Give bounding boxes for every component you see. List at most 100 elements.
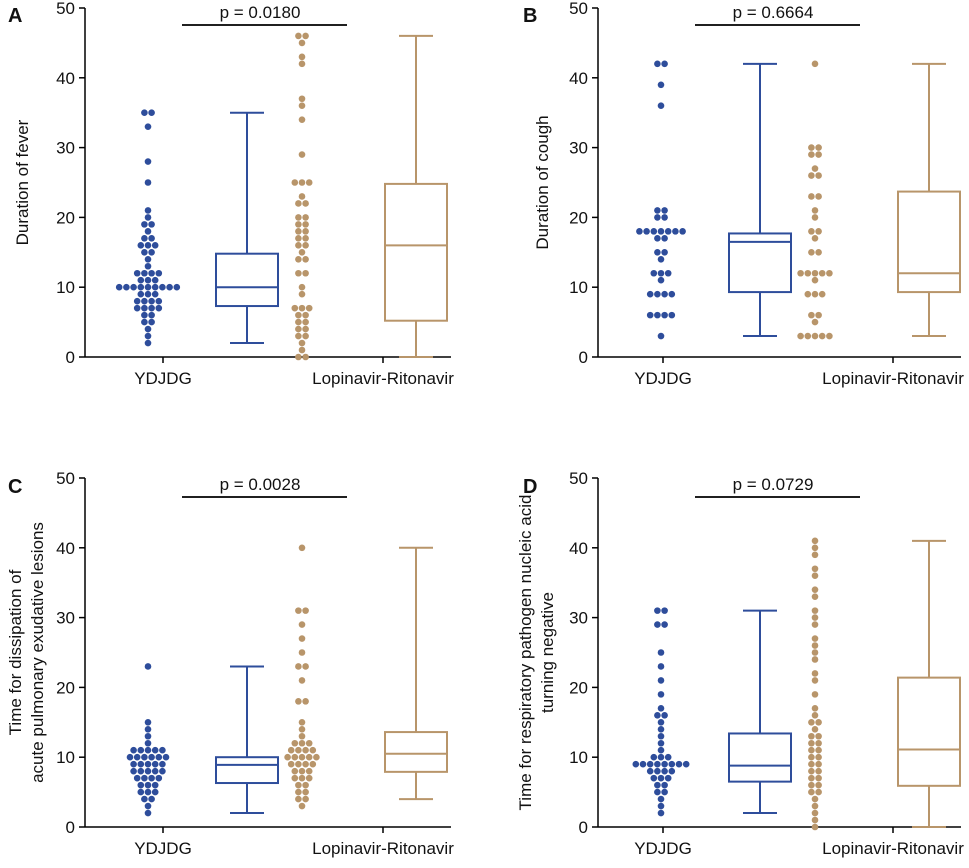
data-point xyxy=(808,311,815,319)
x-tick-label: Lopinavir-Ritonavir xyxy=(822,369,964,388)
data-point xyxy=(309,760,317,768)
data-point xyxy=(298,649,306,656)
data-point xyxy=(804,332,812,340)
data-point xyxy=(295,781,302,789)
data-point xyxy=(295,228,302,235)
data-point xyxy=(808,719,815,726)
data-point xyxy=(808,144,815,151)
data-point xyxy=(298,732,306,740)
data-point xyxy=(295,353,302,361)
data-point xyxy=(130,760,137,768)
y-tick-label: 40 xyxy=(56,539,75,558)
data-point xyxy=(295,269,302,277)
data-point xyxy=(295,332,302,340)
data-point xyxy=(137,242,145,249)
data-point xyxy=(815,719,822,726)
data-point xyxy=(298,304,306,312)
group-ydjdg xyxy=(636,60,792,340)
y-axis-label: Time for dissipation of xyxy=(6,569,25,735)
data-point xyxy=(295,760,302,768)
y-axis-label: acute pulmonary exudative lesions xyxy=(28,522,47,783)
data-point xyxy=(815,788,822,796)
y-tick-label: 10 xyxy=(56,278,75,297)
data-point xyxy=(291,774,299,782)
y-tick-label: 20 xyxy=(56,678,75,697)
data-point xyxy=(133,304,141,312)
data-point xyxy=(657,732,665,740)
data-point xyxy=(295,32,302,40)
group-lopinavir-ritonavir xyxy=(797,60,961,340)
data-point xyxy=(302,353,309,361)
data-point xyxy=(130,746,137,754)
data-point xyxy=(815,753,822,761)
data-point xyxy=(661,712,668,719)
data-point xyxy=(808,228,815,235)
data-point xyxy=(298,102,306,110)
data-point xyxy=(811,802,819,810)
group-lopinavir-ritonavir xyxy=(808,537,961,831)
data-point xyxy=(654,235,661,242)
data-point xyxy=(298,753,306,761)
data-point xyxy=(632,760,640,768)
data-point xyxy=(804,290,812,298)
data-point xyxy=(295,795,302,803)
data-point xyxy=(148,795,155,803)
data-point xyxy=(126,753,134,761)
data-point xyxy=(661,607,668,614)
data-point xyxy=(668,760,676,768)
data-point xyxy=(811,269,819,277)
data-point xyxy=(148,297,155,305)
data-point xyxy=(305,739,313,747)
data-point xyxy=(811,823,819,831)
data-point xyxy=(141,297,148,305)
data-point xyxy=(654,207,661,214)
data-point xyxy=(657,677,665,684)
data-point xyxy=(173,283,181,291)
data-point xyxy=(657,802,665,810)
data-point xyxy=(151,788,159,796)
data-point xyxy=(298,677,306,684)
data-point xyxy=(811,656,819,663)
data-point xyxy=(305,179,313,186)
data-point xyxy=(815,228,822,235)
data-point xyxy=(657,774,665,782)
data-point xyxy=(284,753,291,761)
group-ydjdg xyxy=(115,109,279,347)
data-point xyxy=(811,572,819,580)
data-point xyxy=(159,767,166,775)
data-point xyxy=(151,276,159,284)
data-point xyxy=(808,788,815,796)
data-point xyxy=(295,607,302,614)
data-point xyxy=(298,725,306,733)
data-point xyxy=(302,698,309,705)
data-point xyxy=(650,753,658,761)
data-point xyxy=(144,663,152,670)
data-point xyxy=(137,767,145,775)
data-point xyxy=(144,760,152,768)
data-point xyxy=(657,269,665,277)
data-point xyxy=(815,144,822,151)
data-point xyxy=(298,621,306,628)
data-point xyxy=(148,318,155,326)
data-point xyxy=(826,332,833,340)
data-point xyxy=(657,276,665,284)
data-point xyxy=(815,151,822,158)
data-point xyxy=(141,318,148,326)
data-point xyxy=(298,290,306,298)
data-point xyxy=(811,290,819,298)
data-point xyxy=(144,339,152,347)
data-point xyxy=(137,788,145,796)
data-point xyxy=(298,339,306,347)
data-point xyxy=(302,332,309,340)
data-point xyxy=(682,760,690,768)
data-point xyxy=(295,325,302,333)
data-point xyxy=(815,739,822,747)
data-point xyxy=(661,311,668,319)
panel-letter: B xyxy=(523,5,537,27)
data-point xyxy=(668,311,676,319)
data-point xyxy=(654,249,661,256)
data-point xyxy=(654,607,661,614)
data-point xyxy=(141,304,148,312)
data-point xyxy=(133,753,141,761)
data-point xyxy=(137,746,145,754)
